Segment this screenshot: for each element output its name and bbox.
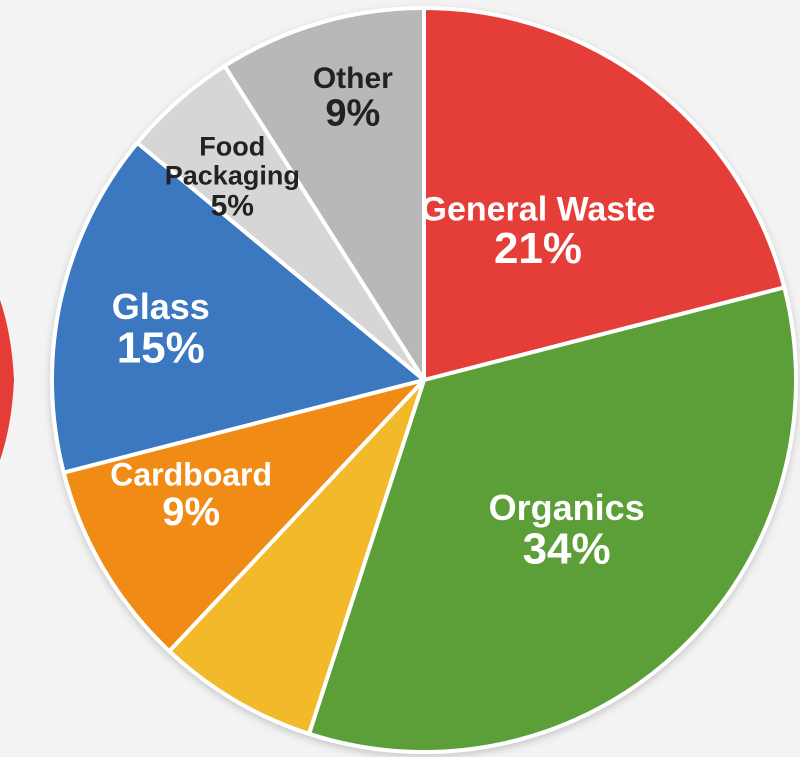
pie-slice-unlabeled [167,378,426,736]
slice-name-label: Food [199,131,265,161]
slice-name-label: General Waste [421,190,656,228]
pie-slice-glass [50,140,426,475]
slice-name-label: Other [313,62,393,95]
slice-value-label: 15% [117,323,205,372]
slice-value-label: 9% [162,490,220,534]
pie-slice-cardboard [61,378,426,654]
pie-slice-general-waste [422,6,787,382]
slice-value-label: 21% [494,224,582,273]
pie-labels: General Waste21%Organics34%Cardboard9%Gl… [110,62,655,574]
slice-value-label: 5% [211,189,254,222]
pie-slice-organics [307,285,798,754]
pie-slice-other [222,6,426,382]
slice-name-label: Organics [489,487,645,528]
pie-slices [50,6,798,754]
slice-name-label: Packaging [165,160,300,190]
slice-name-label: Cardboard [110,457,272,493]
slice-value-label: 34% [523,525,611,574]
slice-name-label: Glass [112,286,210,327]
neighbor-pie-edge [0,300,14,460]
slice-value-label: 9% [325,92,380,134]
